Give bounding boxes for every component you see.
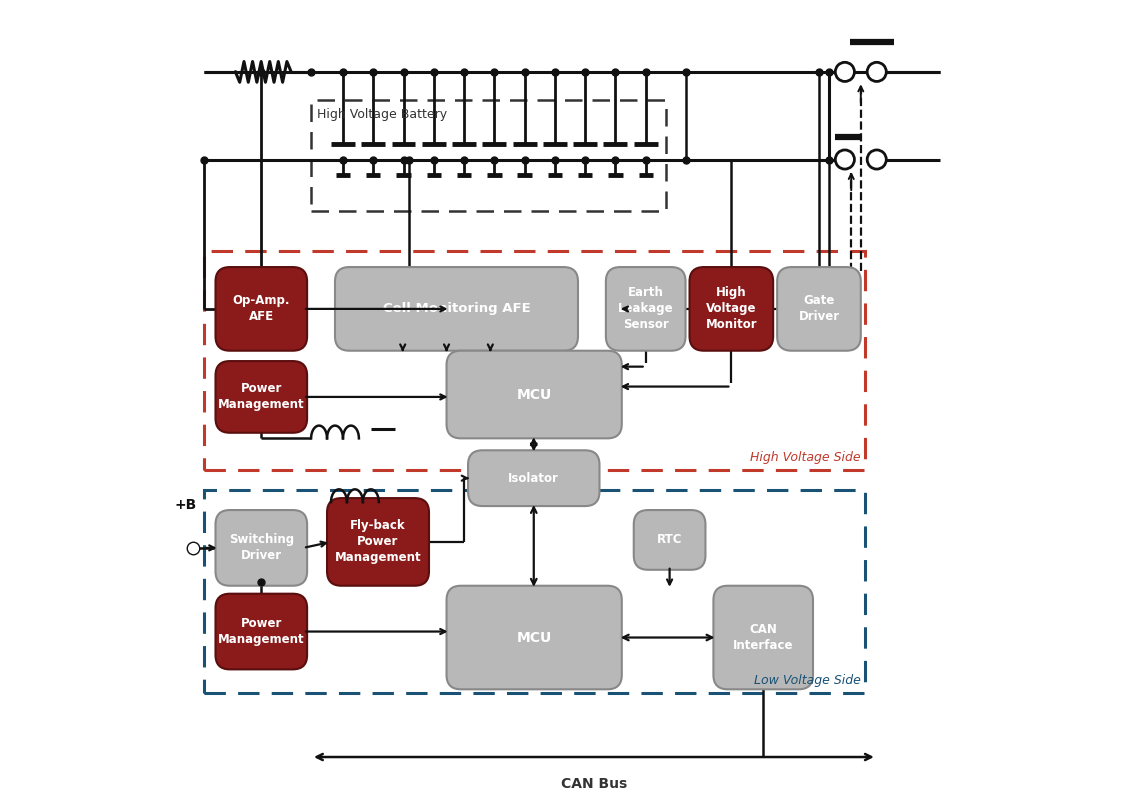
FancyBboxPatch shape <box>468 450 599 506</box>
Text: Low Voltage Side: Low Voltage Side <box>754 674 861 687</box>
Text: Fly-back
Power
Management: Fly-back Power Management <box>335 519 421 564</box>
Bar <box>203 490 864 693</box>
Text: Isolator: Isolator <box>509 472 559 485</box>
Circle shape <box>836 62 854 81</box>
Text: High Voltage Side: High Voltage Side <box>750 451 861 464</box>
Circle shape <box>867 62 886 81</box>
FancyBboxPatch shape <box>777 267 861 351</box>
Text: Earth
Leakage
Sensor: Earth Leakage Sensor <box>618 287 674 332</box>
Text: High Voltage Battery: High Voltage Battery <box>318 108 448 121</box>
Text: Op-Amp.
AFE: Op-Amp. AFE <box>233 295 290 324</box>
FancyBboxPatch shape <box>216 267 308 351</box>
FancyBboxPatch shape <box>216 361 308 433</box>
Text: Power
Management: Power Management <box>218 617 304 646</box>
Text: CAN Bus: CAN Bus <box>560 777 627 791</box>
FancyBboxPatch shape <box>447 351 622 439</box>
FancyBboxPatch shape <box>327 498 429 586</box>
FancyBboxPatch shape <box>216 594 308 670</box>
Text: Switching
Driver: Switching Driver <box>228 534 294 563</box>
FancyBboxPatch shape <box>713 586 813 689</box>
Text: Power
Management: Power Management <box>218 382 304 411</box>
FancyBboxPatch shape <box>606 267 685 351</box>
FancyBboxPatch shape <box>690 267 773 351</box>
Circle shape <box>867 150 886 169</box>
FancyBboxPatch shape <box>634 510 706 570</box>
Bar <box>311 100 666 211</box>
Text: MCU: MCU <box>517 387 552 402</box>
Circle shape <box>836 150 854 169</box>
Text: Cell Monitoring AFE: Cell Monitoring AFE <box>382 303 530 316</box>
Text: MCU: MCU <box>517 630 552 645</box>
Text: RTC: RTC <box>657 534 682 547</box>
Text: Gate
Driver: Gate Driver <box>798 295 839 324</box>
FancyBboxPatch shape <box>216 510 308 586</box>
FancyBboxPatch shape <box>447 586 622 689</box>
FancyBboxPatch shape <box>335 267 577 351</box>
Text: +B: +B <box>174 498 196 512</box>
Bar <box>203 251 864 470</box>
Text: High
Voltage
Monitor: High Voltage Monitor <box>706 287 758 332</box>
Text: CAN
Interface: CAN Interface <box>732 623 793 652</box>
